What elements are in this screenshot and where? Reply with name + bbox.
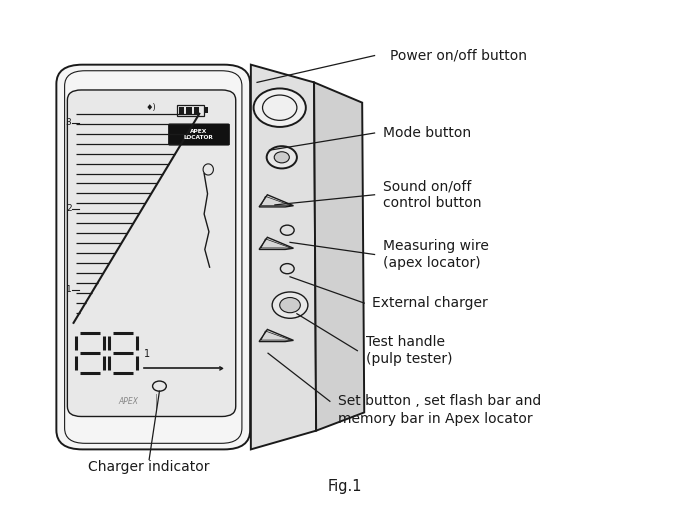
Text: APEX
LOCATOR: APEX LOCATOR — [184, 129, 214, 140]
FancyBboxPatch shape — [68, 90, 236, 416]
Text: Sound on/off
control button: Sound on/off control button — [383, 179, 482, 210]
Text: Mode button: Mode button — [383, 126, 471, 140]
Circle shape — [279, 298, 300, 313]
Text: Set button , set flash bar and
memory bar in Apex locator: Set button , set flash bar and memory ba… — [338, 394, 542, 426]
Bar — [177, 105, 204, 116]
Bar — [186, 107, 192, 114]
Polygon shape — [259, 195, 293, 207]
Text: 3: 3 — [66, 119, 72, 127]
Text: Measuring wire
(apex locator): Measuring wire (apex locator) — [383, 239, 489, 270]
Text: ♦): ♦) — [146, 103, 157, 112]
Text: 1: 1 — [66, 286, 72, 294]
Text: 1: 1 — [144, 349, 150, 359]
Text: Test handle
(pulp tester): Test handle (pulp tester) — [366, 335, 452, 366]
Polygon shape — [251, 65, 316, 449]
Text: 2: 2 — [66, 205, 72, 213]
Text: Charger indicator: Charger indicator — [88, 460, 210, 474]
Circle shape — [254, 89, 306, 127]
FancyBboxPatch shape — [57, 65, 250, 449]
Text: Fig.1: Fig.1 — [328, 479, 362, 494]
Text: External charger: External charger — [373, 296, 489, 310]
Polygon shape — [259, 237, 293, 249]
Circle shape — [266, 146, 297, 168]
Circle shape — [272, 292, 308, 318]
Polygon shape — [259, 329, 293, 342]
Circle shape — [274, 152, 289, 163]
Bar — [179, 107, 184, 114]
Text: Power on/off button: Power on/off button — [390, 48, 526, 63]
FancyBboxPatch shape — [168, 124, 230, 145]
Bar — [204, 107, 208, 114]
Bar — [194, 107, 199, 114]
Text: APEX: APEX — [119, 397, 139, 406]
Polygon shape — [314, 82, 364, 431]
